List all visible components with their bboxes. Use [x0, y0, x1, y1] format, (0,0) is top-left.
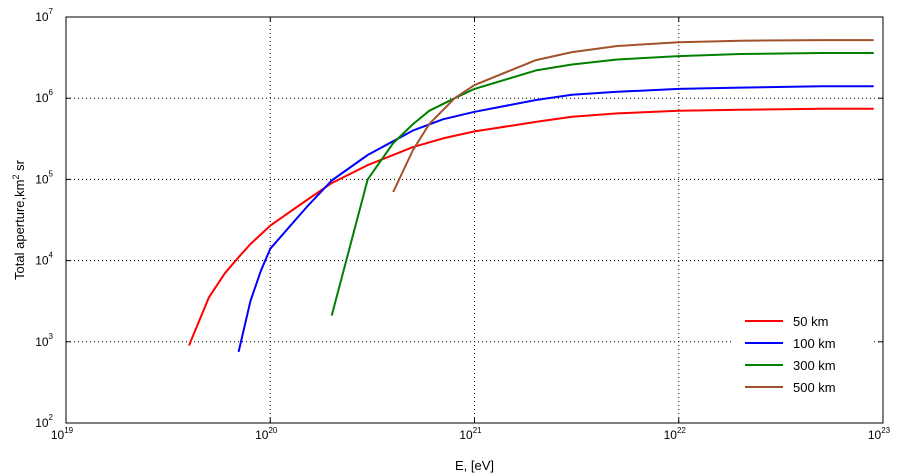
- y-tick-label: 102: [35, 413, 53, 430]
- x-tick-label-base: 10: [664, 428, 678, 442]
- x-tick-label: 1022: [664, 426, 687, 442]
- y-axis-label-main: Total aperture,km: [12, 180, 27, 280]
- y-tick-label-exponent: 5: [49, 169, 54, 178]
- y-tick-label: 103: [35, 332, 53, 349]
- x-tick-label-exponent: 20: [268, 426, 277, 435]
- series-line-50-km: [188, 107, 874, 346]
- x-tick-label-exponent: 22: [677, 426, 686, 435]
- x-axis-label: E, [eV]: [455, 458, 494, 473]
- x-tick-label: 1023: [868, 426, 891, 442]
- legend-label-300-km: 300 km: [793, 358, 836, 373]
- x-tick-label-base: 10: [459, 428, 473, 442]
- y-tick-label-exponent: 6: [49, 88, 54, 97]
- y-tick-label-base: 10: [35, 172, 49, 186]
- y-tick-label-exponent: 2: [49, 413, 54, 422]
- legend-label-500-km: 500 km: [793, 380, 836, 395]
- legend: 50 km 100 km 300 km 500 km: [733, 305, 873, 405]
- series-line-300-km: [330, 52, 874, 316]
- x-tick-label-exponent: 21: [473, 426, 482, 435]
- x-tick-label-base: 10: [868, 428, 882, 442]
- x-tick-label: 1020: [255, 426, 278, 442]
- y-tick-label: 104: [35, 251, 53, 268]
- x-tick-label-exponent: 19: [64, 426, 73, 435]
- y-tick-label: 106: [35, 88, 53, 105]
- y-tick-label: 105: [35, 169, 53, 186]
- y-tick-label-exponent: 7: [49, 7, 54, 16]
- series-line-100-km: [237, 85, 874, 353]
- y-tick-label-base: 10: [35, 10, 49, 24]
- axis-ticks: [65, 16, 884, 424]
- x-tick-label-base: 10: [255, 428, 269, 442]
- y-tick-label-exponent: 3: [49, 332, 54, 341]
- x-tick-label-exponent: 23: [881, 426, 890, 435]
- x-tick-label-base: 10: [51, 428, 65, 442]
- y-tick-label-exponent: 4: [49, 251, 54, 260]
- legend-label-50-km: 50 km: [793, 314, 828, 329]
- y-tick-label-base: 10: [35, 416, 49, 430]
- legend-label-100-km: 100 km: [793, 336, 836, 351]
- y-tick-label-base: 10: [35, 91, 49, 105]
- y-axis-label-superscript: 2: [11, 175, 21, 180]
- y-tick-label-base: 10: [35, 335, 49, 349]
- x-tick-label: 1019: [51, 426, 74, 442]
- y-axis-label-tail: sr: [12, 159, 27, 174]
- y-tick-label-base: 10: [35, 254, 49, 268]
- y-tick-label: 107: [35, 7, 53, 24]
- y-axis-label: Total aperture,km2 sr: [11, 159, 27, 280]
- series-line-500-km: [392, 39, 874, 193]
- series-lines: [188, 39, 874, 353]
- x-tick-label: 1021: [459, 426, 482, 442]
